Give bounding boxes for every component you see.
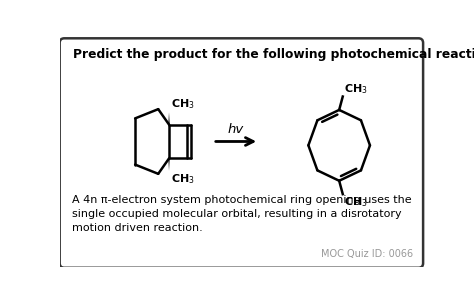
FancyBboxPatch shape: [60, 38, 423, 268]
Polygon shape: [168, 158, 170, 171]
Text: CH$_3$: CH$_3$: [344, 82, 367, 96]
Text: CH$_3$: CH$_3$: [344, 195, 367, 209]
Text: MOC Quiz ID: 0066: MOC Quiz ID: 0066: [321, 249, 413, 259]
Text: CH$_3$: CH$_3$: [171, 97, 195, 111]
Text: Predict the product for the following photochemical reaction:: Predict the product for the following ph…: [73, 47, 474, 61]
Polygon shape: [168, 112, 170, 124]
Text: CH$_3$: CH$_3$: [171, 172, 195, 186]
Text: A 4n π-electron system photochemical ring opening uses the
single occupied molec: A 4n π-electron system photochemical rin…: [72, 195, 411, 233]
Text: hv: hv: [228, 123, 244, 136]
